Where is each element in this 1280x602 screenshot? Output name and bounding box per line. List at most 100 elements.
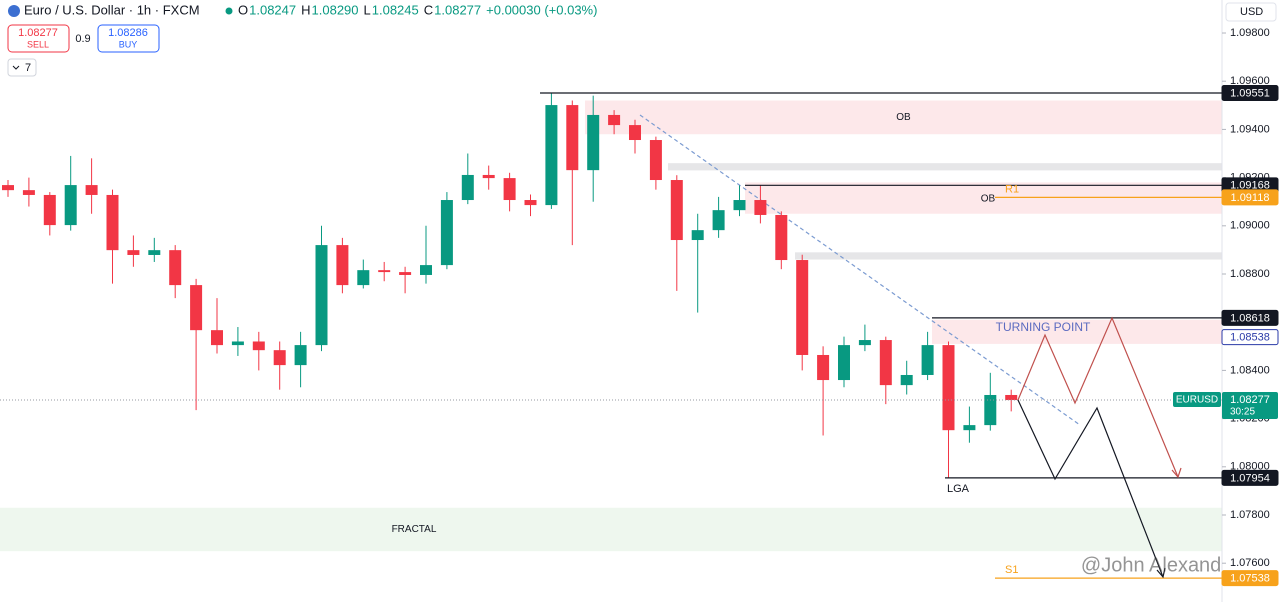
trend-line [639, 114, 1081, 426]
candle-body [336, 245, 349, 286]
ohlc-key: C [424, 2, 433, 17]
zone-label: OB [981, 194, 996, 205]
y-tick-label: 1.07600 [1230, 557, 1270, 569]
price-tag-label: 1.09118 [1231, 192, 1270, 204]
candle-body [545, 105, 558, 206]
price-tag [1221, 309, 1279, 326]
price-tag [1221, 469, 1279, 486]
candle-body [587, 114, 600, 171]
indicators-toggle[interactable] [7, 58, 37, 77]
zones: OB OB FRACTAL [0, 100, 1222, 552]
candle-body [775, 214, 788, 261]
ohlc: O 1.08247 H 1.08290 L 1.08245 C 1.08277 +0.00030… [238, 2, 597, 17]
buy-price: 1.08286 [108, 27, 148, 39]
ohlc-value: 1.08277 [434, 2, 481, 17]
price-tag [1221, 329, 1279, 346]
chevron [12, 65, 20, 70]
zone [585, 100, 1222, 135]
candle-body [273, 350, 286, 366]
arrow-head [1171, 467, 1182, 479]
candle-body [294, 345, 307, 366]
price-tag [1221, 85, 1279, 102]
zone [745, 182, 1222, 214]
symbol-title: Euro / U.S. Dollar · 1h · FXCM [24, 2, 200, 17]
arrow-head [1156, 567, 1166, 579]
y-tick-label: 1.09000 [1230, 220, 1270, 232]
y-tick-label: 1.08000 [1230, 461, 1270, 473]
indicators-count: 7 [25, 62, 31, 74]
candle-body [649, 140, 662, 181]
price-tag [1221, 570, 1279, 587]
market-status [225, 7, 233, 15]
candle-body [190, 285, 203, 331]
candle-body [963, 425, 976, 431]
ohlc-key: H [301, 2, 310, 17]
currency-button[interactable] [1225, 2, 1277, 22]
candle-body [127, 250, 140, 255]
y-tick-label: 1.08400 [1230, 364, 1270, 376]
candles [2, 93, 1018, 478]
turning-point-label: TURNING POINT [996, 320, 1091, 334]
candle-body [879, 340, 892, 386]
zone [668, 163, 1222, 171]
candle-body [629, 125, 641, 141]
candle-body [482, 174, 495, 179]
symbol-tag [1173, 392, 1221, 408]
last-price-label: 1.08277 [1230, 394, 1270, 406]
candle-body [43, 194, 56, 226]
last-price-tag [1222, 392, 1278, 420]
zone [0, 507, 1222, 552]
zone [932, 319, 1222, 344]
candle-body [420, 265, 432, 275]
y-tick-label: 1.07800 [1230, 509, 1270, 521]
spread: 0.9 [75, 33, 90, 45]
candle-body [399, 272, 412, 275]
candle-body [357, 270, 370, 286]
sell-label: SELL [27, 39, 49, 49]
candle-body [1005, 394, 1018, 401]
price-tag-label: 1.07954 [1230, 472, 1270, 484]
candle-body [252, 341, 265, 351]
candle-body [817, 354, 830, 381]
candle-body [858, 340, 871, 346]
buy-button[interactable] [97, 24, 160, 53]
symbol-tag-label: EURUSD [1176, 395, 1218, 406]
candle-body [566, 105, 579, 171]
candle-body [900, 374, 913, 386]
candle-body [524, 200, 537, 206]
countdown: 30:25 [1230, 407, 1255, 418]
sell-button[interactable] [7, 24, 70, 53]
ohlc-value: 1.08247 [249, 2, 296, 17]
y-tick-label: 1.08800 [1230, 268, 1270, 280]
price-tag-label: 1.09168 [1230, 180, 1270, 192]
candle-body [315, 245, 328, 346]
price-tag-label: 1.08538 [1230, 332, 1270, 344]
candle-body [754, 200, 767, 215]
candle-body [440, 200, 453, 266]
candle-body [231, 341, 244, 346]
price-tag-label: 1.07538 [1230, 573, 1270, 585]
price-tag-label: 1.08618 [1230, 312, 1270, 324]
candle-body [608, 114, 621, 126]
candle-body [838, 345, 850, 381]
watermark: @John Alexander [1081, 554, 1240, 576]
sell-price: 1.08277 [18, 27, 58, 39]
symbol-icon [8, 5, 20, 17]
candle-body [106, 194, 119, 251]
candle-body [461, 174, 474, 201]
candle-body [169, 250, 182, 286]
ohlc-value: 1.08245 [372, 2, 419, 17]
projection-up [1017, 316, 1179, 478]
candle-body [503, 178, 516, 201]
candle-body [22, 190, 35, 195]
y-tick-label: 1.09400 [1230, 123, 1270, 135]
candle-body [691, 230, 704, 241]
y-tick-label: 1.09600 [1230, 75, 1270, 87]
candle-body [148, 250, 161, 255]
candle-body [984, 394, 997, 426]
line-label: LGA [947, 483, 970, 495]
ohlc-value: 1.08290 [312, 2, 359, 17]
candle-body [942, 345, 955, 431]
zone-label: FRACTAL [392, 524, 437, 535]
